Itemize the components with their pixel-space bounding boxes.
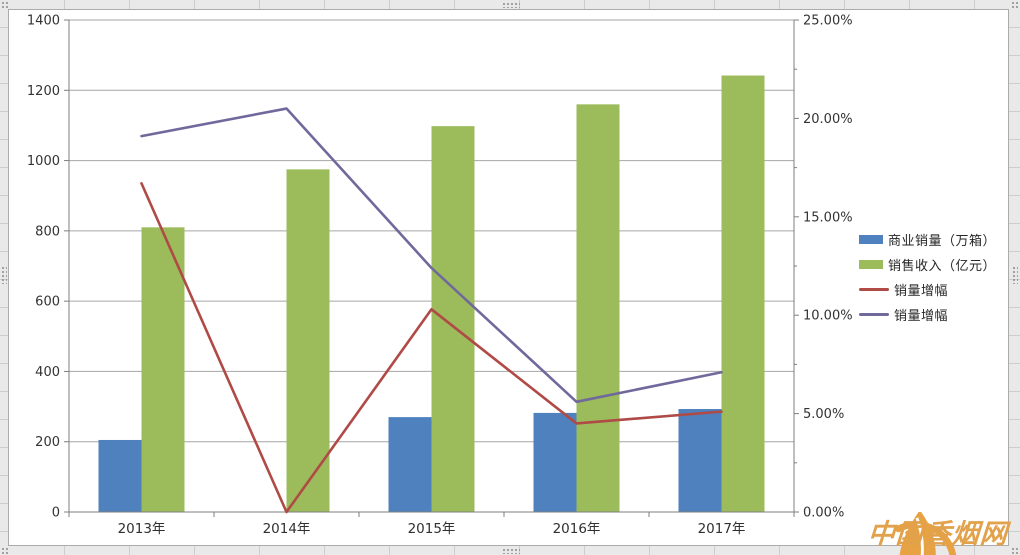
- combo-chart-canvas[interactable]: 0 200 400 600 800 1000 1200 1400 0.00% 5.00% 10.00…: [9, 10, 1008, 545]
- legend-label: 销量增幅: [894, 284, 949, 299]
- svg-text:1400: 1400: [27, 14, 60, 29]
- svg-text:15.00%: 15.00%: [803, 210, 853, 225]
- legend-swatch-bar-green: [859, 260, 883, 269]
- legend-label: 销售收入（亿元）: [888, 259, 997, 274]
- svg-text:2014年: 2014年: [263, 521, 311, 537]
- legend-item-volume-growth-purple[interactable]: 销量增幅: [859, 302, 996, 327]
- svg-text:2015年: 2015年: [408, 521, 456, 537]
- selection-handle-bottom-right[interactable]: [1011, 547, 1018, 554]
- legend-label: 商业销量（万箱）: [888, 234, 997, 249]
- svg-text:25.00%: 25.00%: [803, 14, 853, 29]
- svg-text:1200: 1200: [27, 84, 60, 99]
- svg-text:2013年: 2013年: [118, 521, 166, 537]
- svg-text:2017年: 2017年: [698, 521, 746, 537]
- svg-text:5.00%: 5.00%: [803, 407, 844, 422]
- chart-object[interactable]: 0 200 400 600 800 1000 1200 1400 0.00% 5.00% 10.00…: [8, 9, 1009, 555]
- legend-item-sales-revenue[interactable]: 销售收入（亿元）: [859, 252, 996, 277]
- selection-handle-bottom[interactable]: [502, 548, 520, 554]
- svg-text:600: 600: [35, 295, 60, 310]
- legend-swatch-bar-blue: [859, 235, 883, 244]
- legend-item-sales-volume[interactable]: 商业销量（万箱）: [859, 227, 996, 252]
- selection-handle-right[interactable]: [1012, 266, 1018, 284]
- svg-text:800: 800: [35, 224, 60, 239]
- selection-handle-top[interactable]: [502, 2, 520, 8]
- svg-text:20.00%: 20.00%: [803, 112, 853, 127]
- svg-text:1000: 1000: [27, 154, 60, 169]
- selection-handle-top-left[interactable]: [1, 1, 8, 8]
- svg-text:2016年: 2016年: [553, 521, 601, 537]
- svg-text:200: 200: [35, 435, 60, 450]
- svg-text:0.00%: 0.00%: [803, 506, 844, 521]
- legend-swatch-line-purple: [859, 313, 889, 316]
- svg-text:10.00%: 10.00%: [803, 309, 853, 324]
- legend-swatch-line-red: [859, 288, 889, 291]
- selection-handle-left[interactable]: [1, 266, 7, 284]
- svg-text:0: 0: [52, 506, 60, 521]
- legend-item-volume-growth-red[interactable]: 销量增幅: [859, 277, 996, 302]
- selection-handle-bottom-left[interactable]: [1, 547, 8, 554]
- svg-text:400: 400: [35, 365, 60, 380]
- selection-handle-top-right[interactable]: [1011, 1, 1018, 8]
- legend-label: 销量增幅: [894, 309, 949, 324]
- chart-legend: 商业销量（万箱） 销售收入（亿元） 销量增幅 销量增幅: [859, 227, 996, 327]
